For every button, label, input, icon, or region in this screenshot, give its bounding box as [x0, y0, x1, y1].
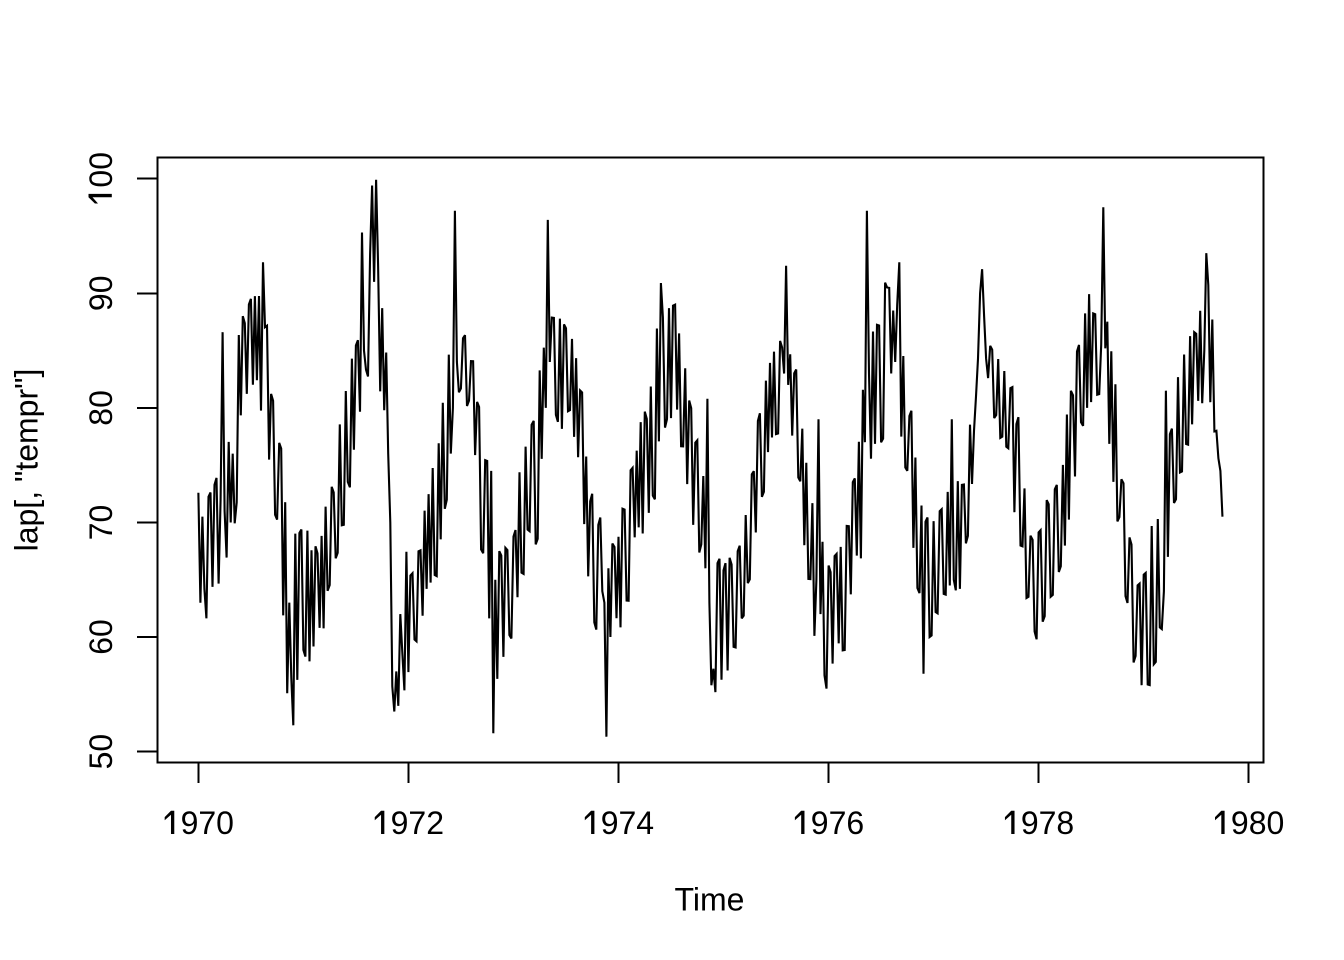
svg-text:Time: Time: [675, 882, 745, 918]
svg-text:978: 978: [1021, 805, 1074, 841]
svg-text:00: 00: [83, 152, 119, 188]
svg-text:50: 50: [83, 734, 119, 770]
svg-text:60: 60: [83, 619, 119, 655]
svg-text:976: 976: [811, 805, 864, 841]
svg-text:90: 90: [83, 276, 119, 312]
svg-text:70: 70: [83, 505, 119, 541]
svg-text:980: 980: [1231, 805, 1284, 841]
svg-text:80: 80: [83, 390, 119, 426]
svg-text:lap[, "tempr"]: lap[, "tempr"]: [8, 369, 44, 552]
svg-text:970: 970: [181, 805, 234, 841]
svg-text:974: 974: [601, 805, 654, 841]
svg-text:972: 972: [391, 805, 444, 841]
